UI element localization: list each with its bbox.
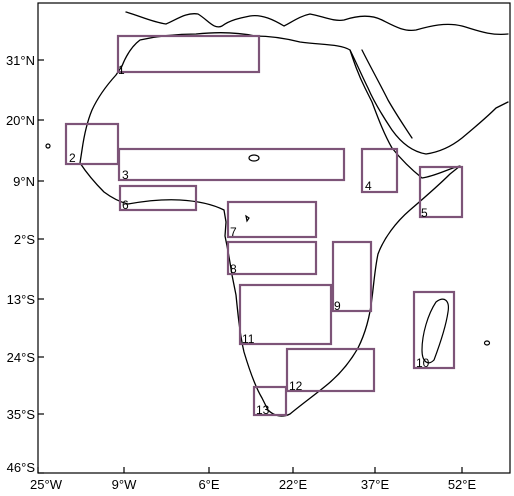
longitude-tick-label: 9°W — [112, 477, 137, 492]
region-label-8: 8 — [230, 262, 237, 276]
region-box-5 — [418, 165, 464, 219]
longitude-tick-label: 25°W — [30, 477, 63, 492]
region-label-12: 12 — [289, 379, 303, 393]
region-box-2 — [64, 122, 120, 166]
cape-verde-island — [45, 143, 51, 149]
latitude-tick-label: 31°N — [6, 53, 35, 68]
region-box-10 — [412, 290, 456, 370]
region-box-6 — [118, 184, 198, 212]
map-frame — [37, 2, 511, 474]
coastline-red-sea-east — [361, 49, 413, 139]
bioko-island — [245, 214, 250, 223]
longitude-tick-label: 52°E — [448, 477, 477, 492]
longitude-tick-label: 22°E — [279, 477, 308, 492]
comoros-island — [483, 340, 491, 346]
region-box-4 — [360, 147, 399, 194]
region-label-4: 4 — [365, 179, 372, 193]
region-label-9: 9 — [334, 299, 341, 313]
latitude-axis: 31°N 20°N 9°N 2°S 13°S 24°S 35°S 46°S — [6, 53, 44, 475]
islands — [45, 143, 491, 364]
region-label-10: 10 — [416, 356, 430, 370]
region-label-5: 5 — [421, 206, 428, 220]
latitude-tick-label: 24°S — [7, 350, 36, 365]
madagascar-outline — [421, 298, 449, 364]
region-box-9 — [331, 240, 373, 313]
latitude-tick-label: 20°N — [6, 113, 35, 128]
region-label-2: 2 — [69, 151, 76, 165]
region-box-3 — [117, 147, 346, 182]
longitude-tick-label: 6°E — [198, 477, 219, 492]
region-label-6: 6 — [122, 198, 129, 212]
region-box-7 — [226, 200, 318, 239]
latitude-tick-label: 13°S — [7, 292, 36, 307]
region-label-7: 7 — [230, 225, 237, 239]
region-label-13: 13 — [256, 403, 270, 417]
region-label-11: 11 — [242, 332, 255, 346]
region-box-12 — [285, 347, 376, 393]
region-box-8 — [226, 240, 318, 276]
coastline — [79, 11, 509, 417]
lake-island — [248, 154, 260, 162]
coastline-europe — [125, 11, 509, 36]
region-label-1: 1 — [118, 63, 125, 77]
longitude-tick-label: 37°E — [361, 477, 390, 492]
latitude-tick-label: 46°S — [7, 460, 36, 475]
coastline-africa — [79, 32, 461, 417]
region-box-11 — [238, 283, 333, 346]
latitude-tick-label: 2°S — [14, 232, 35, 247]
region-box-13 — [252, 385, 288, 417]
region-label-3: 3 — [122, 168, 129, 182]
latitude-tick-label: 9°N — [13, 174, 35, 189]
coastline-arabia — [349, 49, 509, 155]
latitude-tick-label: 35°S — [7, 407, 36, 422]
region-box-1 — [116, 34, 261, 74]
longitude-axis: 25°W 9°W 6°E 22°E 37°E 52°E — [30, 467, 476, 492]
